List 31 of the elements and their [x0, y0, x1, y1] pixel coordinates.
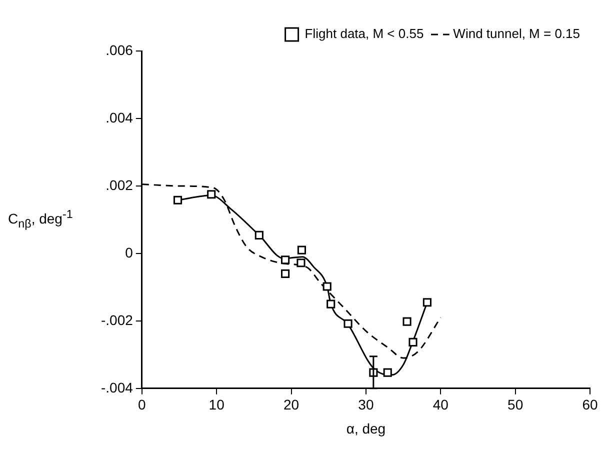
point — [408, 338, 418, 346]
point — [281, 256, 290, 264]
point — [281, 269, 290, 278]
x-axis-title: α, deg — [346, 420, 386, 436]
x-tick-label: 40 — [432, 396, 449, 413]
y-tick-label: .002 — [106, 176, 134, 193]
x-tick-label: 30 — [358, 396, 374, 413]
x-tick-label: 50 — [508, 396, 524, 413]
x-tick-label: 0 — [138, 396, 146, 413]
y-axis-title: C$_{nβ}$, deg$^{-1}$ — [8, 208, 73, 230]
point — [326, 300, 336, 308]
point — [254, 230, 264, 240]
x-tick-label: 10 — [208, 396, 225, 413]
point — [296, 258, 306, 268]
point — [344, 319, 352, 328]
legend-label: Flight data, M < 0.55 — [304, 26, 424, 42]
x-tick-label: 20 — [283, 396, 300, 413]
y-tick-label: .004 — [106, 109, 134, 126]
x-tick-label: 60 — [582, 396, 598, 413]
point — [402, 317, 412, 326]
y-tick-label: .006 — [106, 42, 134, 58]
point — [322, 282, 332, 291]
y-tick-label: -.004 — [100, 379, 134, 396]
point — [207, 190, 216, 199]
y-tick-label: -.002 — [100, 312, 134, 328]
legend-label: Wind tunnel, M = 0.15 — [453, 26, 580, 42]
point — [422, 298, 432, 307]
point — [383, 368, 392, 377]
point — [297, 246, 306, 254]
y-tick-label: 0 — [125, 244, 134, 260]
point — [173, 196, 182, 204]
